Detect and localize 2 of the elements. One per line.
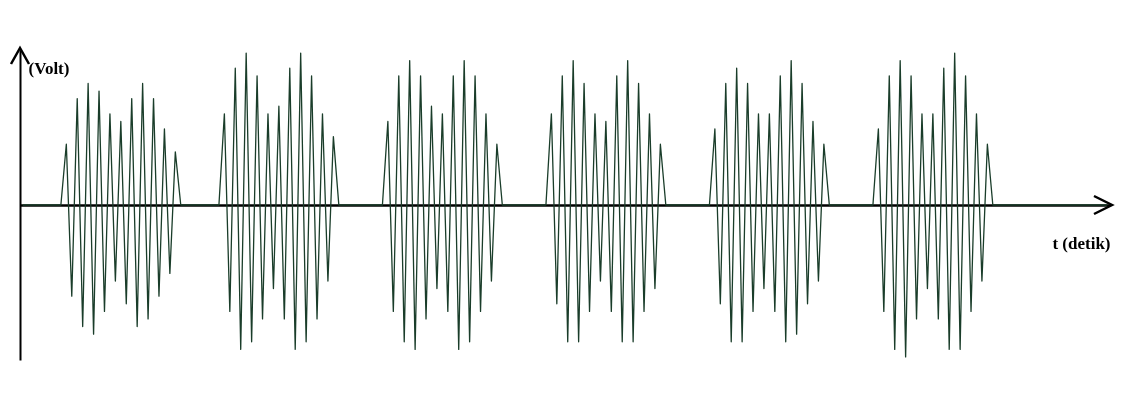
- x-axis-title: t (detik): [1052, 233, 1111, 253]
- y-axis-title: (Volt): [28, 58, 70, 78]
